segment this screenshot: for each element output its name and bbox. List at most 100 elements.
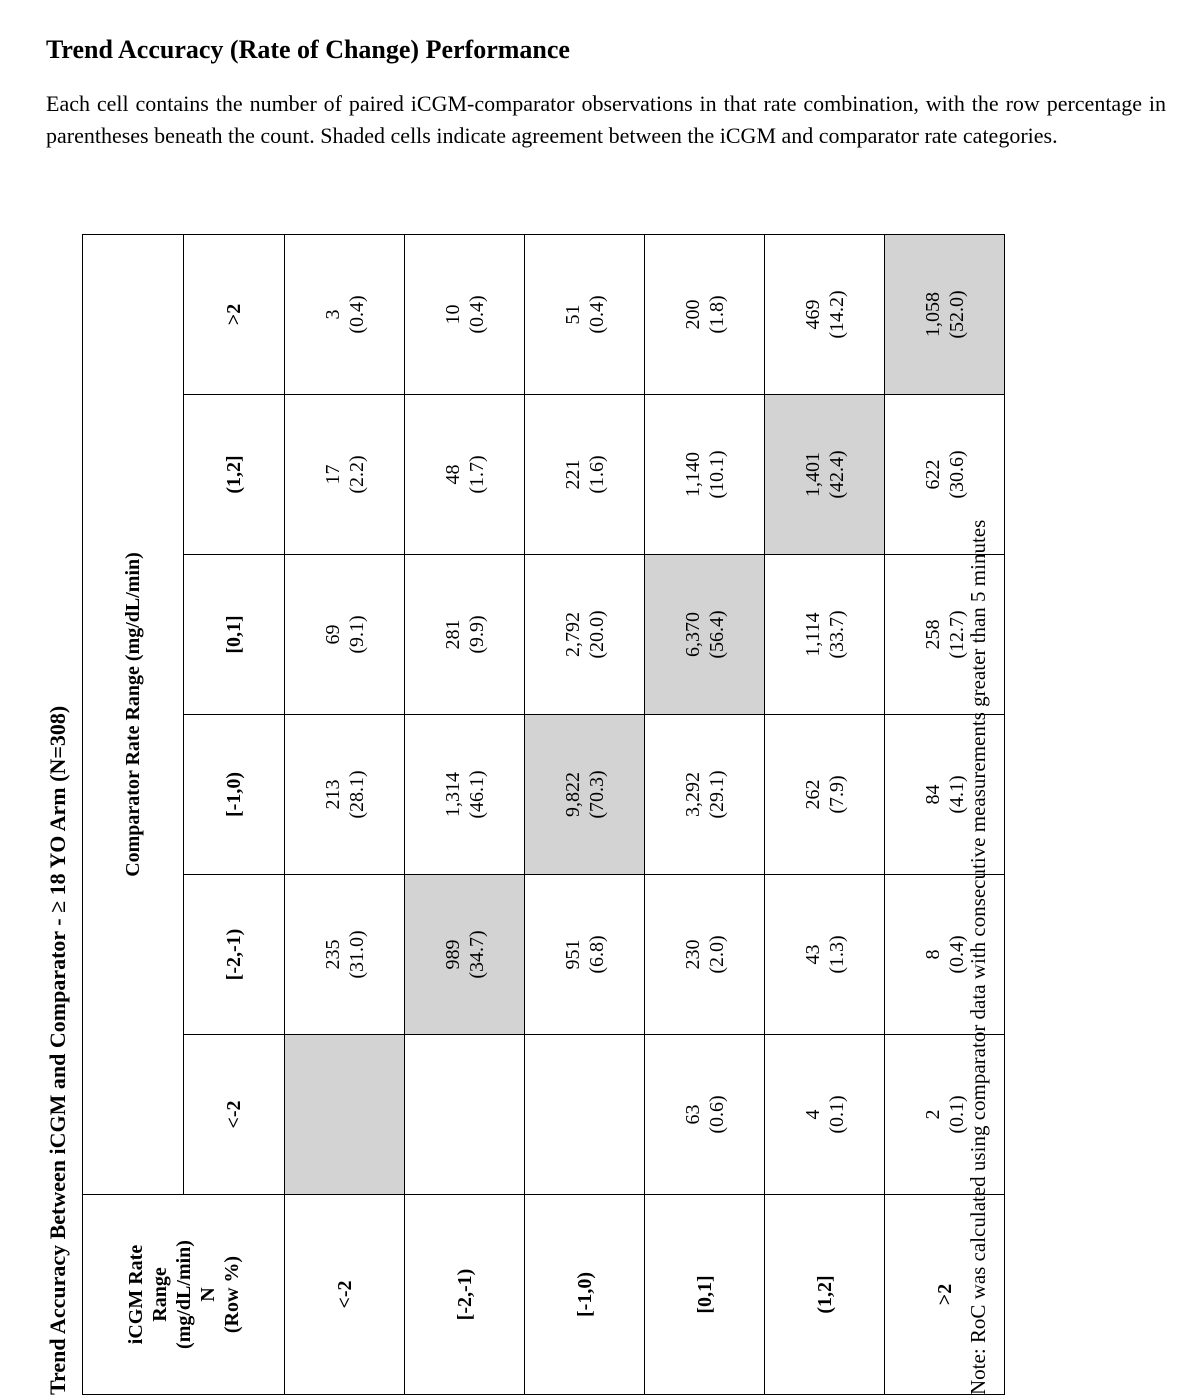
- cell-percent: (1.7): [465, 455, 488, 494]
- cell-count: 213: [321, 779, 344, 810]
- table-cell: 48 (1.7): [404, 394, 525, 555]
- table-row: [-2,-1) 989 (34.7) 1,314 (46.1) 281 (9.9) 48 (1.…: [404, 234, 525, 1395]
- table-cell: 69 (9.1): [284, 554, 405, 715]
- column-header: (1,2]: [183, 394, 285, 555]
- cell-percent: (34.7): [465, 930, 488, 979]
- table-cell: 1,140 (10.1): [644, 394, 765, 555]
- cell-percent: (29.1): [705, 770, 728, 819]
- table-row: <-2 235 (31.0) 213 (28.1) 69 (9.1) 17 (2.2) 3 (0.4…: [284, 234, 405, 1395]
- cell-percent: (46.1): [465, 770, 488, 819]
- column-header: [0,1]: [183, 554, 285, 715]
- cell-percent: (1.8): [705, 295, 728, 334]
- cell-count: 262: [801, 779, 824, 810]
- row-label: [0,1]: [644, 1194, 765, 1395]
- cell-percent: (2.0): [705, 935, 728, 974]
- cell-count: 9,822: [561, 772, 584, 817]
- cell-count: 1,058: [921, 292, 944, 337]
- cell-count: 8: [921, 949, 944, 960]
- table-cell: 43 (1.3): [764, 874, 885, 1035]
- table-cell: 989 (34.7): [404, 874, 525, 1035]
- row-header-line: (Row %): [220, 1255, 243, 1334]
- row-header-line: (mg/dL/min): [172, 1240, 195, 1349]
- row-header-line: iCGM Rate: [124, 1244, 147, 1345]
- cell-count: 1,114: [801, 612, 824, 657]
- column-header: [-1,0): [183, 714, 285, 875]
- table-row: (1,2] 4 (0.1) 43 (1.3) 262 (7.9) 1,114 (33.7) 1,4…: [764, 234, 885, 1395]
- column-header: >2: [183, 234, 285, 395]
- page-title: Trend Accuracy (Rate of Change) Performa…: [46, 35, 570, 64]
- cell-percent: (56.4): [705, 610, 728, 659]
- cell-percent: (42.4): [825, 450, 848, 499]
- trend-accuracy-table: iCGM Rate Range (mg/dL/min) N (Row %) Co…: [82, 234, 1005, 1395]
- cell-count: 69: [321, 624, 344, 645]
- table-caption: Trend Accuracy Between iCGM and Comparat…: [45, 705, 70, 1395]
- table-cell: 17 (2.2): [284, 394, 405, 555]
- table-cell: 63 (0.6): [644, 1034, 765, 1195]
- cell-count: 43: [801, 944, 824, 965]
- row-header-line: Range: [148, 1267, 171, 1322]
- cell-percent: (70.3): [585, 770, 608, 819]
- cell-count: 258: [921, 619, 944, 650]
- column-header: [-2,-1): [183, 874, 285, 1035]
- table-cell: 221 (1.6): [524, 394, 645, 555]
- row-label: [-1,0): [524, 1194, 645, 1395]
- table-row: [-1,0) 951 (6.8) 9,822 (70.3) 2,792 (20.0) 221(…: [524, 234, 645, 1395]
- cell-count: 84: [921, 784, 944, 805]
- table-cell: 951 (6.8): [524, 874, 645, 1035]
- cell-count: 200: [681, 299, 704, 330]
- cell-percent: (9.1): [345, 615, 368, 654]
- table-cell: 3,292 (29.1): [644, 714, 765, 875]
- table-cell: 235 (31.0): [284, 874, 405, 1035]
- cell-count: 622: [921, 459, 944, 490]
- cell-percent: (9.9): [465, 615, 488, 654]
- cell-count: 221: [561, 459, 584, 490]
- table-cell: 200 (1.8): [644, 234, 765, 395]
- table-cell: 2,792 (20.0): [524, 554, 645, 715]
- cell-count: 3,292: [681, 772, 704, 817]
- cell-count: 3: [321, 309, 344, 320]
- cell-percent: (31.0): [345, 930, 368, 979]
- cell-percent: (1.3): [825, 935, 848, 974]
- table-cell: 10 (0.4): [404, 234, 525, 395]
- cell-percent: (2.2): [345, 455, 368, 494]
- cell-percent: (0.6): [705, 1095, 728, 1134]
- table-cell: 4 (0.1): [764, 1034, 885, 1195]
- cell-percent: (0.4): [465, 295, 488, 334]
- table-cell: [404, 1034, 525, 1195]
- comparator-header: Comparator Rate Range (mg/dL/min): [82, 234, 184, 1195]
- table-cell: 3 (0.4): [284, 234, 405, 395]
- cell-percent: (28.1): [345, 770, 368, 819]
- cell-percent: (6.8): [585, 935, 608, 974]
- row-label: <-2: [284, 1194, 405, 1395]
- cell-count: 281: [441, 619, 464, 650]
- table-cell: 281 (9.9): [404, 554, 525, 715]
- cell-percent: (7.9): [825, 775, 848, 814]
- table-cell: [284, 1034, 405, 1195]
- column-header: <-2: [183, 1034, 285, 1195]
- cell-percent: (1.6): [585, 455, 608, 494]
- cell-count: 2: [921, 1109, 944, 1120]
- cell-percent: (0.4): [345, 295, 368, 334]
- cell-count: 6,370: [681, 612, 704, 657]
- row-header: iCGM Rate Range (mg/dL/min) N (Row %): [82, 1194, 285, 1395]
- cell-percent: (14.2): [825, 290, 848, 339]
- table-cell: 469 (14.2): [764, 234, 885, 395]
- cell-percent: (0.1): [825, 1095, 848, 1134]
- cell-count: 469: [801, 299, 824, 330]
- cell-count: 48: [441, 464, 464, 485]
- cell-count: 230: [681, 939, 704, 970]
- cell-count: 10: [441, 304, 464, 325]
- intro-paragraph: Each cell contains the number of paired …: [46, 91, 1166, 148]
- cell-count: 951: [561, 939, 584, 970]
- cell-count: 1,314: [441, 772, 464, 817]
- cell-percent: (10.1): [705, 450, 728, 499]
- table-cell: 1,314 (46.1): [404, 714, 525, 875]
- table-cell: 9,822 (70.3): [524, 714, 645, 875]
- table-note: Note: RoC was calculated using comparato…: [966, 519, 990, 1395]
- cell-count: 63: [681, 1104, 704, 1125]
- table-cell: [524, 1034, 645, 1195]
- table-cell: 262 (7.9): [764, 714, 885, 875]
- cell-count: 1,401: [801, 452, 824, 497]
- cell-count: 235: [321, 939, 344, 970]
- table-cell: 230 (2.0): [644, 874, 765, 1035]
